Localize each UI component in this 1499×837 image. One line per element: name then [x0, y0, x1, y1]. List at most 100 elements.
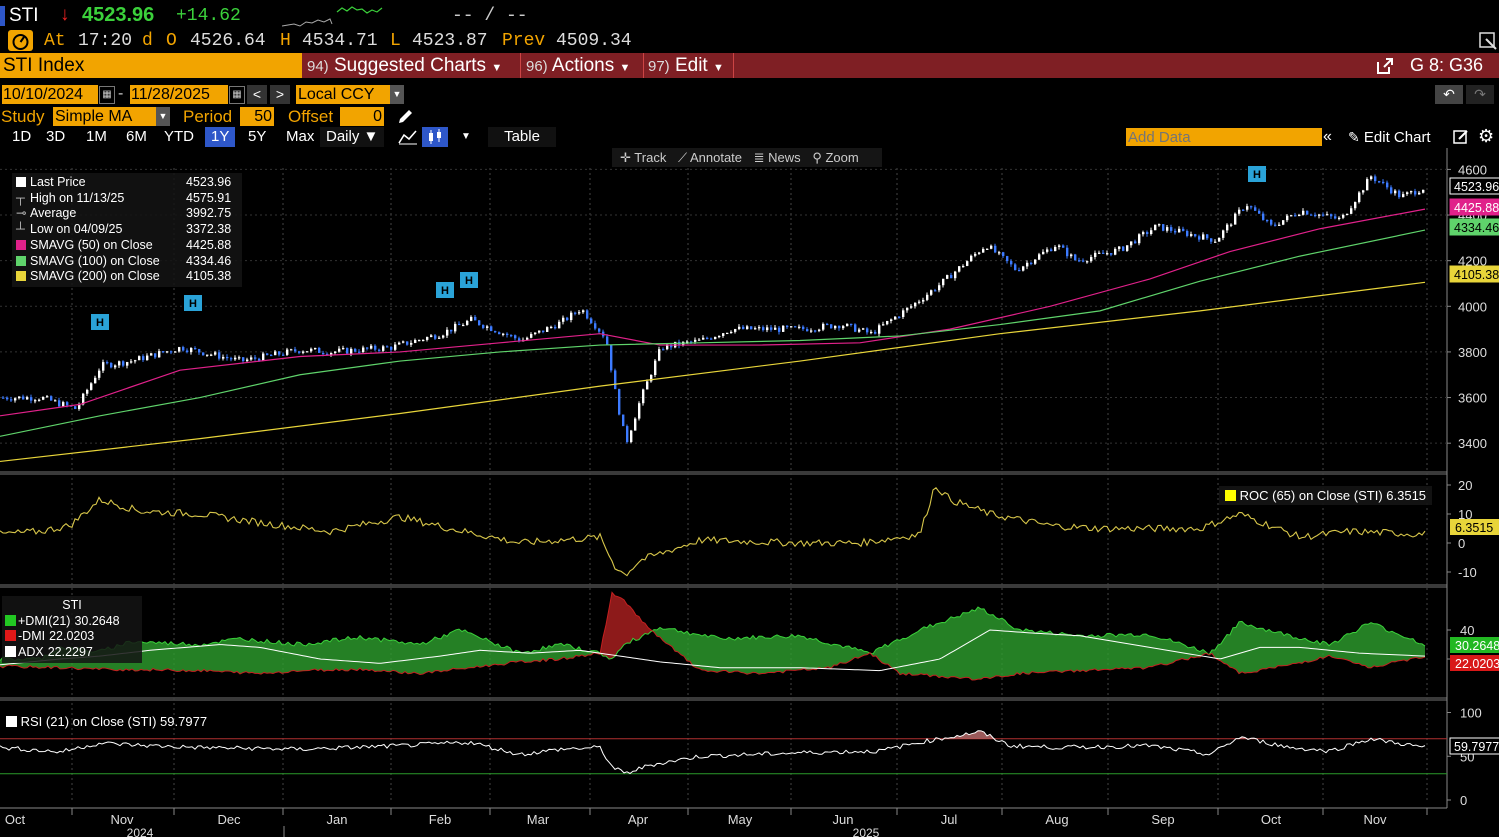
edit-menu[interactable]: 97) Edit ▼: [648, 53, 724, 78]
caret-down-icon[interactable]: ▼: [390, 85, 404, 104]
candle-body: [582, 310, 585, 313]
date-range-bar: 10/10/2024 ▦ - 11/28/2025 ▦ < > Local CC…: [0, 84, 1499, 106]
calendar-icon[interactable]: ▦: [229, 86, 245, 104]
price-tag-label: 4523.96: [1454, 180, 1499, 194]
dmi-fill: [1236, 621, 1239, 674]
price-tag: [1449, 177, 1499, 195]
candle-chart-icon[interactable]: [422, 127, 448, 147]
undo-icon[interactable]: ↶: [1435, 85, 1463, 104]
dmi-fill: [234, 638, 237, 673]
period-button-5y[interactable]: 5Y: [248, 128, 267, 145]
dmi-fill: [579, 646, 582, 657]
expand-icon[interactable]: [1478, 31, 1498, 51]
dmi-fill: [957, 616, 960, 679]
price-tick-label: 3800: [1458, 345, 1487, 360]
end-date-input[interactable]: 11/28/2025: [130, 85, 228, 104]
dmi-fill: [882, 644, 885, 664]
caret-down-icon[interactable]: ▼: [156, 107, 170, 126]
candle-body: [622, 414, 625, 427]
table-button[interactable]: Table: [488, 127, 556, 147]
collapse-icon[interactable]: «: [1323, 128, 1332, 145]
period-button-ytd[interactable]: YTD: [164, 128, 194, 145]
dmi-fill: [1140, 634, 1143, 670]
track-button[interactable]: ✛ Track: [620, 150, 666, 165]
currency-select[interactable]: Local CCY: [296, 85, 390, 104]
candle-body: [1362, 190, 1365, 193]
dmi-fill: [171, 641, 174, 671]
dmi-fill: [381, 638, 384, 672]
period-button-1d[interactable]: 1D: [12, 128, 32, 145]
dmi-minus-line: [0, 591, 1426, 681]
dmi-fill: [1095, 635, 1098, 671]
dmi-fill: [843, 646, 846, 664]
period-button-max[interactable]: Max: [286, 128, 315, 145]
candle-body: [426, 337, 429, 340]
axis-layer: 46004400420040003800360034004523.964425.…: [0, 162, 1499, 837]
security-field[interactable]: STI Index: [0, 53, 302, 78]
zoom-button[interactable]: ⚲ Zoom: [812, 150, 858, 165]
legend-value: 4575.91: [186, 190, 232, 205]
dmi-fill: [1248, 625, 1251, 673]
redo-icon[interactable]: ↷: [1466, 85, 1494, 104]
candle-body: [950, 275, 953, 279]
dmi-fill: [951, 616, 954, 677]
dmi-fill: [276, 640, 279, 673]
candle-body: [1154, 224, 1157, 231]
dmi-fill: [678, 631, 681, 655]
period-input[interactable]: 50: [240, 107, 274, 126]
dmi-fill: [1257, 628, 1260, 672]
dmi-fill: [900, 638, 903, 675]
speedometer-icon[interactable]: [8, 30, 33, 51]
dmi-fill: [1044, 632, 1047, 673]
rsi-legend-text: RSI (21) on Close (STI) 59.7977: [20, 714, 208, 729]
period-button-1y[interactable]: 1Y: [205, 127, 236, 147]
edit-chart-button[interactable]: ✎ Edit Chart: [1348, 127, 1431, 147]
pencil-icon[interactable]: [396, 108, 414, 126]
suggested-charts-menu[interactable]: 94) Suggested Charts ▼: [307, 53, 502, 78]
dmi-fill: [393, 639, 396, 672]
candle-body: [1350, 208, 1353, 214]
candle-body: [1330, 214, 1333, 217]
dmi-fill: [192, 644, 195, 672]
dmi-fill: [1008, 624, 1011, 677]
candle-body: [706, 337, 709, 339]
candle-body: [98, 370, 101, 378]
legend-row: SMAVG (50) on Close 4425.88: [16, 238, 238, 254]
open-label: O: [166, 31, 177, 51]
dmi-fill: [1383, 626, 1386, 666]
frequency-select[interactable]: Daily ▼: [320, 127, 385, 147]
dmi-fill: [1278, 631, 1281, 666]
caret-down-icon[interactable]: ▼: [461, 131, 471, 142]
news-button[interactable]: ≣ News: [754, 150, 801, 165]
dmi-fill: [1176, 641, 1179, 661]
prev-range-button[interactable]: <: [247, 85, 267, 104]
offset-input[interactable]: 0: [340, 107, 384, 126]
dmi-fill: [675, 628, 678, 652]
edit-panel-icon[interactable]: [1452, 128, 1470, 146]
study-type-select[interactable]: Simple MA: [53, 107, 156, 126]
candle-body: [94, 377, 97, 384]
menu-label: Suggested Charts: [333, 55, 487, 76]
add-data-input[interactable]: [1126, 128, 1322, 146]
candle-body: [1010, 261, 1013, 265]
start-date-input[interactable]: 10/10/2024: [2, 85, 98, 104]
roc-tag-label: 6.3515: [1455, 521, 1493, 535]
actions-menu[interactable]: 96) Actions ▼: [526, 53, 630, 78]
prev-label: Prev: [502, 31, 546, 51]
line-chart-icon[interactable]: [397, 128, 419, 146]
dmi-fill: [537, 650, 540, 662]
dmi-panel: [0, 591, 1426, 681]
candle-body: [1106, 253, 1109, 255]
annotate-button[interactable]: ⟋ Annotate: [678, 150, 742, 165]
next-range-button[interactable]: >: [270, 85, 290, 104]
period-button-3d[interactable]: 3D: [46, 128, 66, 145]
period-button-1m[interactable]: 1M: [86, 128, 107, 145]
gear-icon[interactable]: ⚙: [1478, 126, 1495, 146]
candle-body: [414, 340, 417, 343]
calendar-icon[interactable]: ▦: [99, 86, 115, 104]
period-button-6m[interactable]: 6M: [126, 128, 147, 145]
ticker-symbol[interactable]: STI: [9, 5, 39, 26]
popout-icon[interactable]: [1375, 56, 1395, 76]
